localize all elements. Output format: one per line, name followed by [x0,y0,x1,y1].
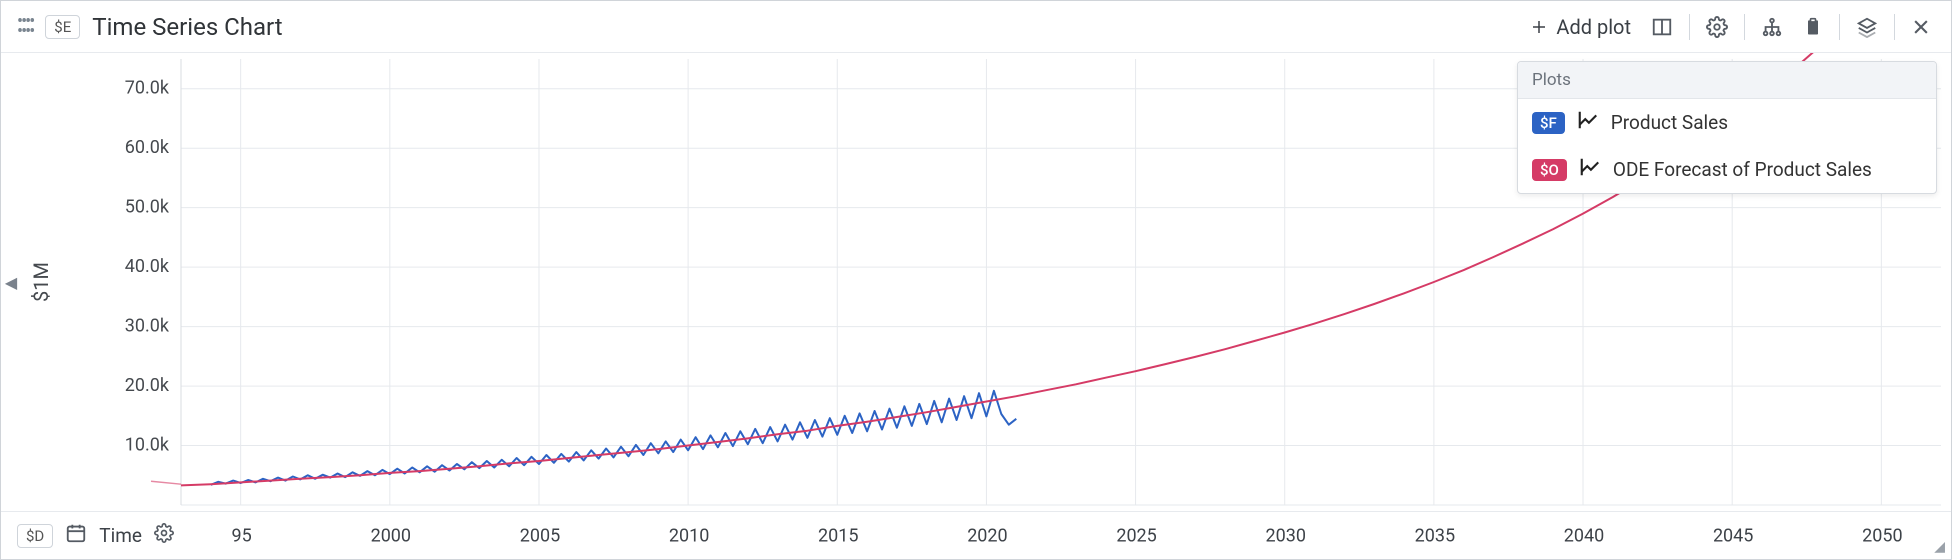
footer-gear-icon[interactable] [154,523,174,548]
add-plot-label: Add plot [1556,15,1631,39]
legend-header: Plots [1518,62,1936,99]
svg-text:70.0k: 70.0k [125,78,170,99]
x-tick-label: 2035 [1415,525,1455,546]
svg-text:50.0k: 50.0k [125,197,170,218]
footer-var-chip[interactable]: $D [17,524,53,548]
legend-label: ODE Forecast of Product Sales [1613,158,1872,181]
svg-text:30.0k: 30.0k [125,316,170,337]
calendar-icon[interactable] [65,522,87,549]
x-tick-label: 2000 [371,525,411,546]
header-actions: Add plot [1520,9,1941,45]
panel-header: •••••••• $E Time Series Chart Add plot [1,1,1951,53]
gear-icon[interactable] [1696,9,1738,45]
layers-icon[interactable] [1846,9,1888,45]
x-tick-label: 2015 [818,525,858,546]
resize-handle-icon[interactable]: ◢ [1934,539,1945,555]
collapse-left-icon[interactable]: ◀ [1,53,21,511]
panel-var-chip[interactable]: $E [45,15,80,39]
line-chart-icon [1579,156,1601,183]
svg-text:60.0k: 60.0k [125,137,170,158]
y-axis-label: $1M [29,262,53,302]
panel-layout-icon[interactable] [1641,9,1683,45]
legend-label: Product Sales [1611,111,1728,134]
x-tick-label: 2030 [1265,525,1305,546]
hierarchy-icon[interactable] [1751,9,1793,45]
svg-text:20.0k: 20.0k [125,375,170,396]
x-tick-label: 2025 [1116,525,1156,546]
x-tick-label: 2005 [520,525,560,546]
add-plot-button[interactable]: Add plot [1520,9,1641,45]
panel-footer: $D Time 95 2000 2005 2010 2015 2020 2025 2030 20… [1,511,1951,559]
svg-text:40.0k: 40.0k [125,256,170,277]
time-series-panel: •••••••• $E Time Series Chart Add plot [0,0,1952,560]
legend-item[interactable]: $O ODE Forecast of Product Sales [1518,146,1936,193]
legend-item[interactable]: $F Product Sales [1518,99,1936,146]
legend-chip: $O [1532,159,1567,181]
legend-chip: $F [1532,112,1565,134]
legend-panel[interactable]: Plots $F Product Sales $O ODE Forecast of P… [1517,61,1937,194]
y-axis-label-strip: $1M [21,53,61,511]
line-chart-icon [1577,109,1599,136]
svg-text:10.0k: 10.0k [125,435,170,456]
x-axis-ticks: 95 2000 2005 2010 2015 2020 2025 2030 2035 2040 20… [1,512,1951,559]
drag-handle-icon[interactable]: •••••••• [17,17,33,37]
x-tick-label: 2010 [669,525,709,546]
panel-title: Time Series Chart [92,13,282,41]
close-icon[interactable] [1901,9,1941,45]
x-tick-label: 2050 [1862,525,1902,546]
x-tick-label: 2020 [967,525,1007,546]
x-tick-label: 2040 [1564,525,1604,546]
x-tick-label: 95 [232,525,252,546]
time-axis-label: Time [99,524,142,547]
clipboard-icon[interactable] [1793,9,1833,45]
x-tick-label: 2045 [1713,525,1753,546]
